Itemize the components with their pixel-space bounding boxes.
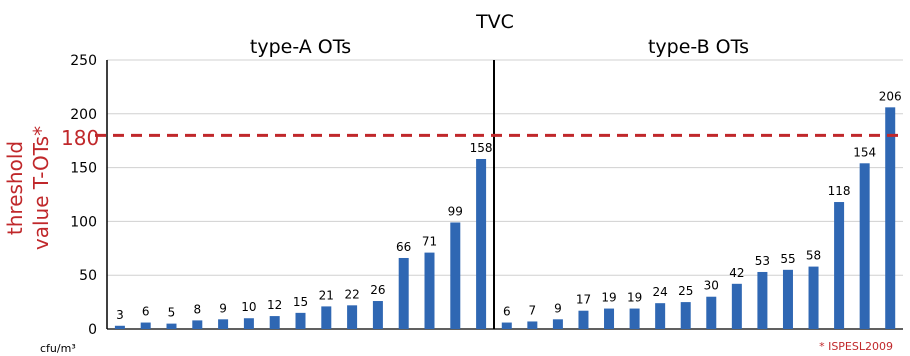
y-tick-label: 200 bbox=[70, 107, 97, 123]
y-tick-label: 150 bbox=[70, 161, 97, 177]
bar-value-label: 10 bbox=[241, 300, 256, 314]
bar-value-label: 154 bbox=[853, 145, 876, 159]
panel-title: type-A OTs bbox=[250, 36, 351, 58]
threshold-label-line2: value T-OTs* bbox=[29, 126, 53, 250]
bar bbox=[834, 202, 845, 329]
bar bbox=[476, 158, 487, 329]
y-tick-label: 100 bbox=[70, 214, 97, 230]
unit-label: cfu/m³ bbox=[40, 342, 76, 355]
bar bbox=[295, 312, 306, 329]
bar-value-label: 7 bbox=[529, 303, 537, 317]
bar bbox=[757, 271, 768, 329]
bar bbox=[731, 283, 742, 329]
bar-value-label: 58 bbox=[806, 249, 821, 263]
bar-value-label: 71 bbox=[422, 235, 437, 249]
chart-title: TVC bbox=[475, 11, 514, 33]
panel-title: type-B OTs bbox=[648, 36, 749, 58]
bar-value-label: 158 bbox=[470, 141, 493, 155]
bar-value-label: 17 bbox=[576, 293, 591, 307]
bar bbox=[604, 308, 615, 329]
bar-value-label: 53 bbox=[755, 254, 770, 268]
bar-value-label: 12 bbox=[267, 298, 282, 312]
bar-value-label: 25 bbox=[678, 284, 693, 298]
bar-value-label: 3 bbox=[116, 308, 124, 322]
bar-value-label: 9 bbox=[219, 301, 227, 315]
bar-value-label: 9 bbox=[554, 301, 562, 315]
bar bbox=[450, 222, 461, 329]
bar bbox=[552, 319, 563, 329]
bar bbox=[269, 316, 280, 329]
bar bbox=[808, 266, 819, 329]
bar-value-label: 6 bbox=[142, 305, 150, 319]
bar-value-label: 42 bbox=[729, 266, 744, 280]
bar bbox=[321, 306, 332, 329]
bar bbox=[372, 301, 383, 329]
y-tick-label: 50 bbox=[79, 268, 97, 284]
bar-value-label: 15 bbox=[293, 295, 308, 309]
bar-value-label: 19 bbox=[601, 291, 616, 305]
bar bbox=[885, 107, 896, 330]
bar bbox=[782, 269, 793, 329]
bar-value-label: 6 bbox=[503, 305, 511, 319]
bar-value-label: 26 bbox=[370, 283, 385, 297]
bar bbox=[706, 296, 717, 329]
bar bbox=[680, 302, 691, 329]
bar bbox=[501, 322, 512, 329]
bar bbox=[347, 305, 358, 329]
bar-value-label: 22 bbox=[344, 287, 359, 301]
bar bbox=[578, 310, 589, 329]
bar bbox=[140, 322, 151, 329]
bar-value-label: 24 bbox=[653, 285, 668, 299]
bar bbox=[424, 252, 435, 329]
bar bbox=[114, 325, 125, 329]
bar bbox=[629, 308, 640, 329]
bar-value-label: 99 bbox=[448, 204, 463, 218]
bar-value-label: 8 bbox=[193, 302, 201, 316]
bar bbox=[166, 323, 177, 329]
bar-value-label: 30 bbox=[704, 279, 719, 293]
bar-value-label: 19 bbox=[627, 291, 642, 305]
bar bbox=[218, 319, 229, 329]
bar bbox=[655, 303, 666, 329]
bar-value-label: 118 bbox=[828, 184, 851, 198]
bar bbox=[398, 257, 409, 329]
source-note: * ISPESL2009 bbox=[819, 340, 893, 353]
threshold-label-line1: threshold bbox=[3, 141, 27, 235]
threshold-value-label: 180 bbox=[61, 126, 99, 150]
bar-value-label: 66 bbox=[396, 240, 411, 254]
y-tick-label: 250 bbox=[70, 53, 97, 69]
bar bbox=[243, 318, 254, 329]
bar-value-label: 206 bbox=[879, 89, 902, 103]
bar-value-label: 5 bbox=[168, 306, 176, 320]
bar bbox=[192, 320, 203, 329]
bar bbox=[527, 321, 538, 329]
bar-value-label: 55 bbox=[780, 252, 795, 266]
bar bbox=[859, 163, 870, 329]
y-tick-label: 0 bbox=[88, 322, 97, 338]
bar-value-label: 21 bbox=[319, 288, 334, 302]
